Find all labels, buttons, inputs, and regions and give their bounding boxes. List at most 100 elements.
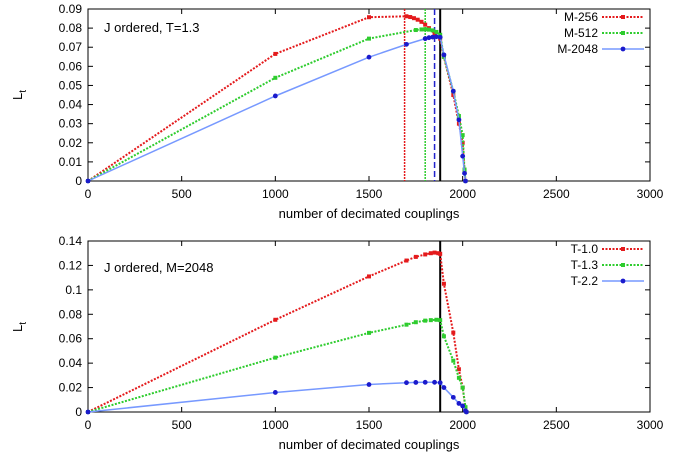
legend-swatch-marker [621,31,625,35]
x-axis-label-bottom: number of decimated couplings [279,437,460,452]
legend-label: T-2.2 [571,274,599,288]
data-point [463,405,468,410]
data-point [456,367,461,372]
data-point [413,320,418,325]
x-tick-label: 2000 [449,187,476,201]
data-point [423,27,428,32]
y-tick-label: 0.06 [59,332,83,346]
data-point [413,380,419,385]
x-tick-label: 3000 [637,418,664,432]
x-axis-ticks-top: 0 500 1000 1500 2000 2500 3000 [85,9,664,201]
y-tick-label: 0.02 [59,136,83,150]
data-point [272,93,278,99]
y-axis-label-bottom: Lt [10,322,29,332]
data-point [273,355,278,360]
y-axis-ticks-top: 0 0.01 0.02 0.03 0.04 0.05 0.06 0.07 0.08 0.09 [59,2,650,188]
data-point [422,36,428,42]
data-point [367,330,371,335]
series-group-top [85,14,468,184]
data-point [456,117,462,123]
y-axis-label-sub-bottom: t [18,322,29,325]
chart-panel-top: 0 0.01 0.02 0.03 0.04 0.05 0.06 0.07 0.08 0.09 0 5… [10,2,664,221]
legend-label: M-2048 [557,42,598,56]
data-point [423,318,428,323]
series-line [87,381,467,413]
legend-swatch-marker [620,46,626,52]
data-point [430,34,436,40]
data-point [408,15,413,20]
legend-swatch-marker [621,247,625,251]
series-line [87,35,467,182]
data-point [366,382,372,387]
data-point [438,251,443,256]
data-point [423,22,428,27]
data-point [428,251,433,256]
data-point [460,385,465,390]
data-point [451,330,456,335]
data-point [441,334,446,339]
x-tick-label: 0 [85,187,92,201]
data-point [85,409,91,415]
data-point [460,153,466,159]
data-point [438,32,443,37]
y-tick-label: 0.14 [59,234,83,248]
data-point [432,250,437,255]
legend-bottom: T-1.0 T-1.3 T-2.2 [571,242,644,288]
series-line [87,318,468,413]
data-point [426,27,431,32]
data-point [438,318,443,323]
data-point [404,380,409,386]
series-group-bottom [85,250,469,415]
y-tick-label: 0 [75,174,82,188]
y-tick-label: 0.08 [59,21,83,35]
y-tick-label: 0.05 [59,78,83,92]
data-point [85,178,91,184]
data-point [366,54,372,60]
x-tick-label: 2500 [543,187,570,201]
y-tick-label: 0.1 [65,283,82,297]
x-axis-ticks-bottom: 0 500 1000 1500 2000 2500 3000 [85,241,664,432]
data-point [419,19,424,24]
data-point [367,15,371,20]
data-point [434,34,439,40]
data-point [441,385,447,390]
data-point [428,318,433,323]
annotation-bottom: J ordered, M=2048 [104,260,213,275]
data-point [273,317,278,322]
y-tick-label: 0.03 [59,117,83,131]
y-tick-label: 0.12 [59,258,83,272]
data-point [441,281,446,286]
data-point [404,258,409,263]
data-point [430,28,435,33]
y-axis-ticks-bottom: 0 0.02 0.04 0.06 0.08 0.1 0.12 0.14 [59,234,650,419]
data-point [460,403,466,409]
x-tick-label: 2500 [543,418,570,432]
data-point [450,394,456,400]
data-point [450,88,456,94]
data-point [404,41,409,47]
y-axis-label-sub-top: t [18,90,29,93]
x-tick-label: 2000 [449,418,476,432]
data-point [464,409,469,415]
data-point [273,75,278,80]
data-point [456,401,462,406]
legend-top: M-256 M-512 M-2048 [557,10,644,56]
data-point [437,380,443,386]
x-tick-label: 500 [172,187,192,201]
data-point [426,35,432,41]
annotation-top: J ordered, T=1.3 [104,20,200,35]
x-tick-label: 1500 [356,418,383,432]
y-tick-label: 0.08 [59,307,83,321]
data-point [404,322,409,327]
data-point [415,17,420,22]
data-point [367,274,371,279]
legend-swatch-marker [621,263,625,267]
y-tick-label: 0.02 [59,381,83,395]
data-point [463,178,468,184]
x-tick-label: 0 [85,418,92,432]
x-axis-label-top: number of decimated couplings [279,206,460,221]
y-tick-label: 0.01 [59,155,83,169]
data-point [404,14,409,19]
y-axis-label-main-top: L [10,93,25,100]
legend-label: M-256 [564,10,598,24]
